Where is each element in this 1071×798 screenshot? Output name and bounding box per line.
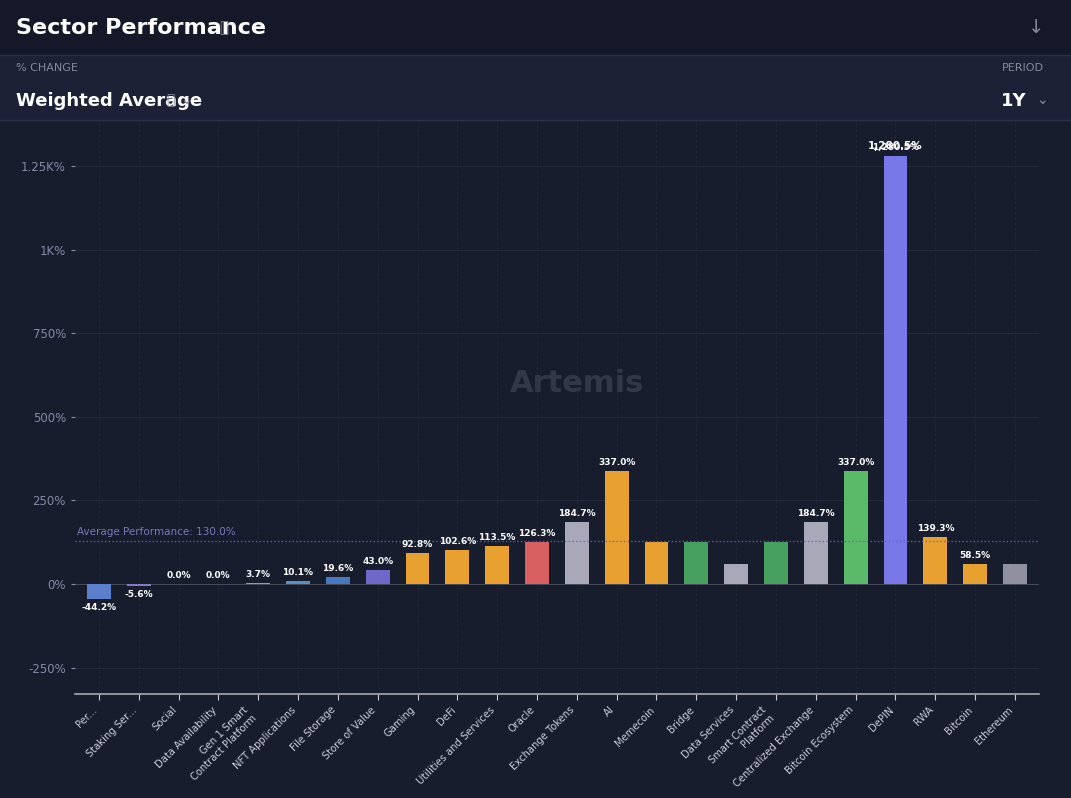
Bar: [923, 538, 947, 584]
Bar: [804, 523, 828, 584]
Text: PERIOD: PERIOD: [1001, 63, 1043, 73]
Text: Weighted Average: Weighted Average: [16, 92, 202, 109]
Bar: [605, 472, 629, 584]
Text: Artemis: Artemis: [510, 369, 644, 398]
Bar: [446, 550, 469, 584]
Bar: [963, 564, 987, 584]
Text: 0.0%: 0.0%: [166, 571, 191, 580]
Bar: [126, 584, 151, 586]
Bar: [246, 583, 270, 584]
Bar: [884, 156, 907, 584]
Text: 10.1%: 10.1%: [283, 567, 314, 577]
Text: 126.3%: 126.3%: [518, 529, 556, 538]
Text: % CHANGE: % CHANGE: [16, 63, 78, 73]
Text: 184.7%: 184.7%: [797, 509, 834, 518]
Text: 1,280.5%: 1,280.5%: [872, 143, 919, 152]
Text: -44.2%: -44.2%: [81, 602, 117, 612]
Text: ⓘ: ⓘ: [166, 93, 175, 108]
Bar: [525, 542, 549, 584]
Text: Average Performance: 130.0%: Average Performance: 130.0%: [77, 527, 236, 536]
Text: ⌄: ⌄: [180, 93, 192, 108]
Text: 1,280.5%: 1,280.5%: [869, 141, 923, 151]
Bar: [485, 546, 509, 584]
Text: 184.7%: 184.7%: [558, 509, 595, 518]
Bar: [684, 542, 708, 584]
Bar: [406, 553, 429, 584]
Text: 0.0%: 0.0%: [206, 571, 230, 580]
Text: 337.0%: 337.0%: [836, 458, 874, 468]
Text: 92.8%: 92.8%: [402, 540, 433, 549]
Text: 102.6%: 102.6%: [439, 537, 476, 546]
Text: 3.7%: 3.7%: [245, 570, 271, 579]
Bar: [365, 570, 390, 584]
Bar: [286, 581, 310, 584]
Text: 1Y: 1Y: [1001, 92, 1027, 109]
Text: -5.6%: -5.6%: [124, 590, 153, 598]
Text: 113.5%: 113.5%: [479, 533, 516, 542]
Text: ↓: ↓: [1028, 18, 1044, 37]
Bar: [764, 542, 788, 584]
Text: 139.3%: 139.3%: [917, 524, 954, 534]
Bar: [645, 542, 668, 584]
Text: 19.6%: 19.6%: [322, 564, 353, 574]
Text: 43.0%: 43.0%: [362, 557, 393, 566]
Text: ⓘ: ⓘ: [220, 20, 229, 35]
Bar: [87, 584, 110, 598]
Bar: [844, 472, 868, 584]
Bar: [326, 578, 350, 584]
Text: ⌄: ⌄: [1036, 93, 1047, 108]
Bar: [724, 564, 749, 584]
Text: 58.5%: 58.5%: [960, 551, 991, 560]
Text: 337.0%: 337.0%: [598, 458, 635, 468]
Bar: [564, 523, 589, 584]
Text: Sector Performance: Sector Performance: [16, 18, 266, 38]
Bar: [1004, 564, 1027, 584]
